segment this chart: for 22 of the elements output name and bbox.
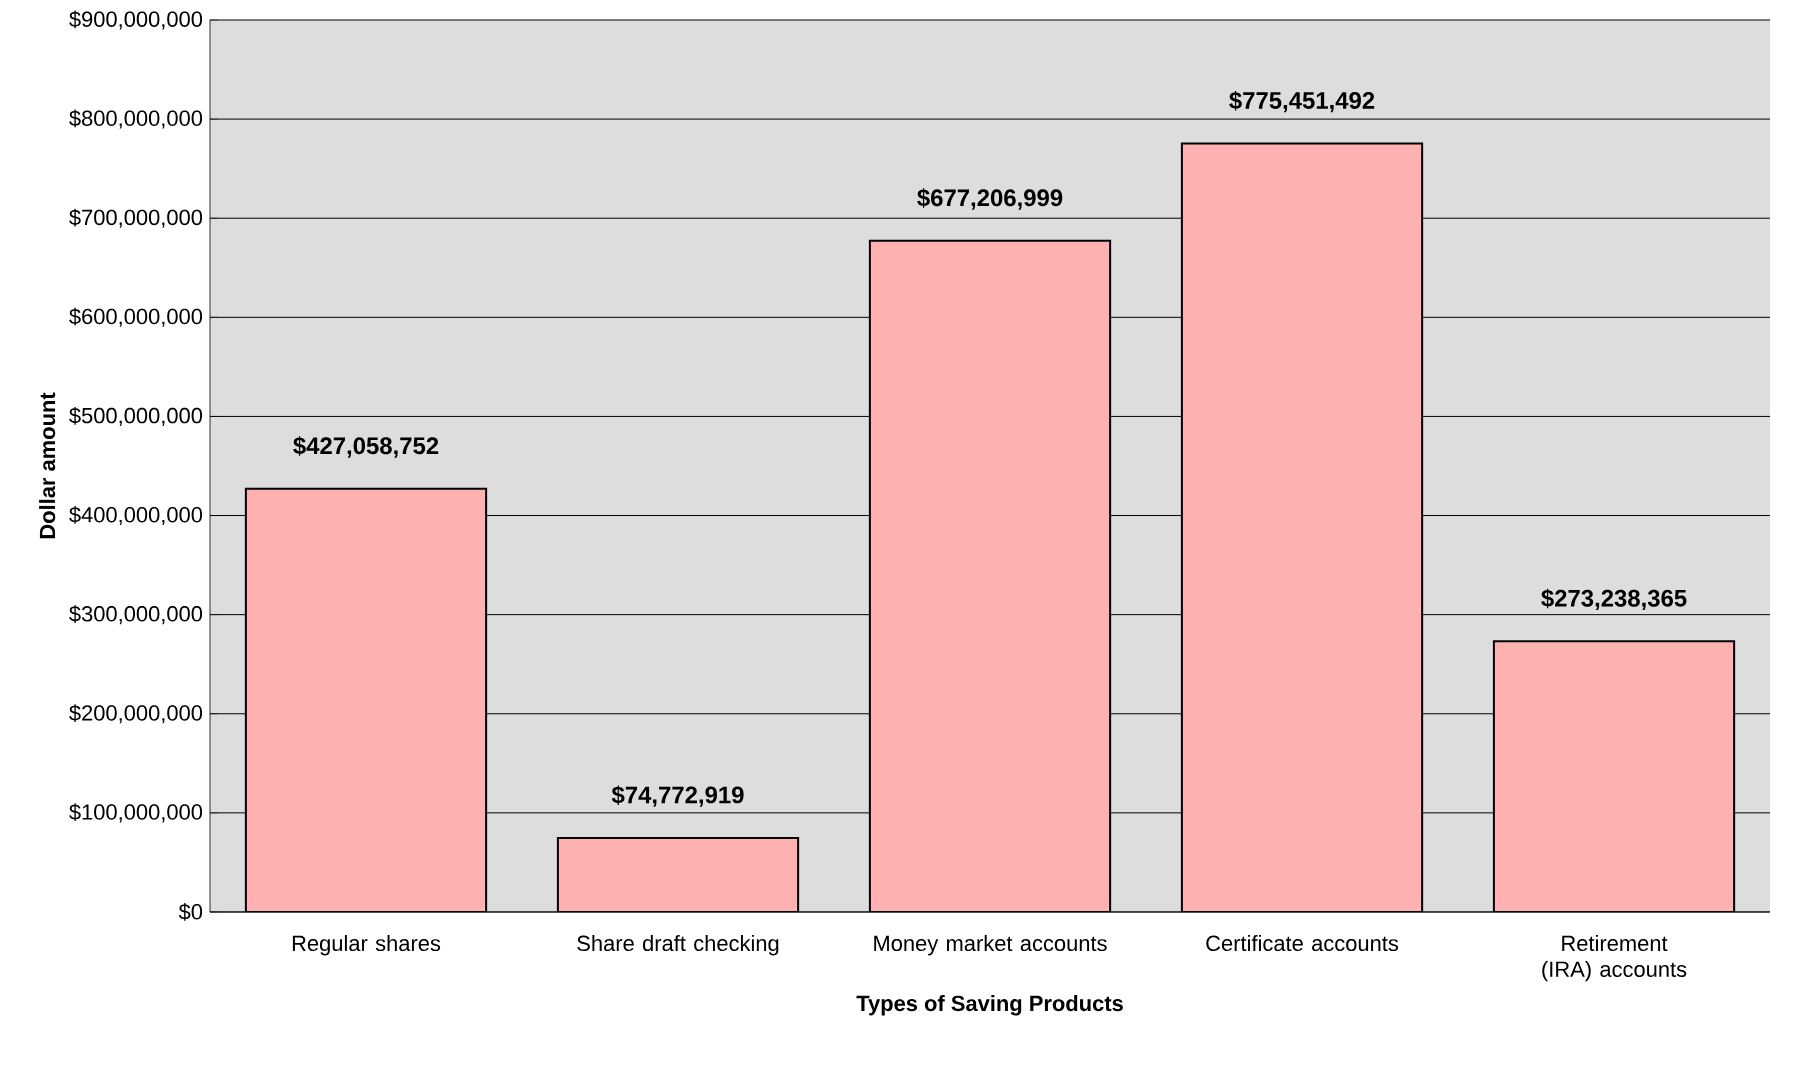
y-tick-label: $700,000,000 (69, 208, 203, 228)
y-tick-label: $100,000,000 (69, 803, 203, 823)
y-tick-label: $0 (178, 903, 203, 921)
y-tick-label: $900,000,000 (69, 10, 203, 30)
y-tick-label: $200,000,000 (69, 704, 203, 724)
x-tick-label: Money market accounts (874, 935, 1107, 956)
x-tick-label: Regular shares (292, 935, 441, 956)
x-tick-label: Share draft checking (577, 935, 779, 956)
data-label: $427,058,752 (293, 436, 439, 458)
data-label: $74,772,919 (611, 785, 744, 807)
y-tick-label: $600,000,000 (69, 307, 203, 327)
y-tick-label: $400,000,000 (69, 506, 203, 526)
data-label: $775,451,492 (1229, 90, 1375, 113)
y-tick-label: $800,000,000 (69, 109, 203, 129)
y-tick-label: $300,000,000 (69, 605, 203, 625)
x-tick-label: Certificate accounts (1206, 935, 1399, 952)
x-tick-label: Retirement (IRA) accounts (1542, 935, 1687, 982)
y-axis-title: Dollar amount (39, 392, 56, 539)
x-axis-title: Types of Saving Products (856, 995, 1123, 1016)
data-label: $273,238,365 (1541, 588, 1687, 611)
y-tick-label: $500,000,000 (69, 406, 203, 426)
data-label: $677,206,999 (917, 188, 1063, 210)
